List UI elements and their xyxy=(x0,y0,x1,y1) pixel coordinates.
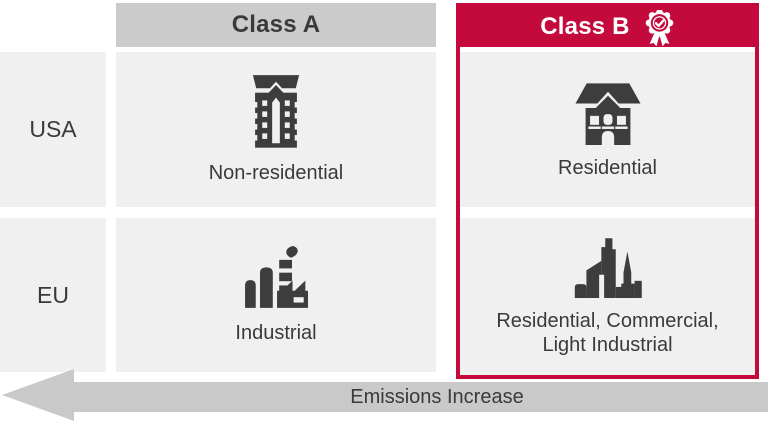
award-ribbon-icon xyxy=(645,10,674,47)
column-header-class-a-label: Class A xyxy=(231,11,321,38)
column-header-class-b: Class B xyxy=(460,7,755,47)
cell-eu-class-a: Industrial xyxy=(116,218,436,372)
class-b-highlight-box: Class B xyxy=(456,3,759,379)
cell-label-non-residential: Non-residential xyxy=(208,161,344,184)
office-building-icon xyxy=(252,74,300,148)
house-icon xyxy=(575,82,640,145)
emissions-increase-arrow: Emissions Increase xyxy=(0,369,768,425)
cell-eu-class-b: Residential, Commercial, Light Industria… xyxy=(460,218,755,375)
emissions-increase-label: Emissions Increase xyxy=(350,385,524,408)
factory-icon xyxy=(245,245,308,308)
city-skyline-icon xyxy=(574,238,642,298)
cell-label-residential-commercial-light-industrial: Residential, Commercial, Light Industria… xyxy=(496,310,719,356)
cell-usa-class-b: Residential xyxy=(460,52,755,207)
column-header-class-a: Class A xyxy=(116,3,436,47)
cell-label-industrial: Industrial xyxy=(235,321,317,344)
left-arrow-shape xyxy=(2,369,768,421)
column-header-class-b-label: Class B xyxy=(540,13,630,40)
cell-label-residential: Residential xyxy=(558,156,657,179)
cell-usa-class-a: Non-residential xyxy=(116,52,436,207)
row-header-eu: EU xyxy=(0,218,106,372)
row-header-usa: USA xyxy=(0,52,106,207)
